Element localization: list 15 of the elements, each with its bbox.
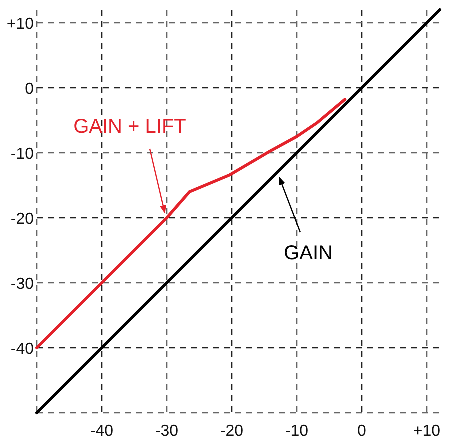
x-tick-label: -20	[220, 423, 244, 440]
x-tick-label: -30	[155, 423, 179, 440]
y-tick-label: +10	[6, 16, 34, 33]
x-tick-label: -40	[90, 423, 114, 440]
annotation: GAIN	[284, 242, 333, 264]
x-tick-label: -10	[285, 423, 309, 440]
y-tick-label: -10	[10, 146, 34, 163]
y-tick-label: -40	[10, 341, 34, 358]
y-tick-label: -20	[10, 211, 34, 228]
y-tick-label: 0	[25, 81, 34, 98]
line-series	[36, 98, 347, 350]
annotation: GAIN + LIFT	[74, 116, 186, 138]
x-tick-label: 0	[358, 423, 367, 440]
x-tick-label: +10	[413, 423, 441, 440]
y-tick-label: -30	[10, 276, 34, 293]
